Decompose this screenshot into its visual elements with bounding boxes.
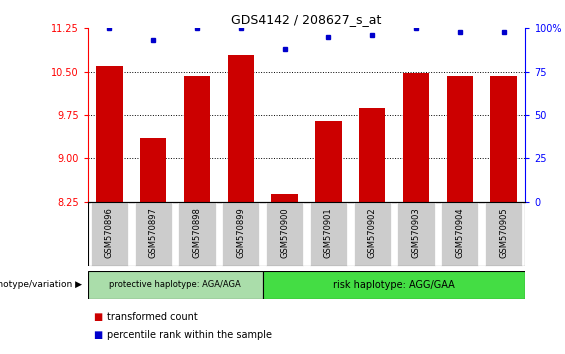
Text: GSM570901: GSM570901 (324, 207, 333, 257)
Bar (354, 202, 391, 266)
Bar (441, 202, 479, 266)
Text: GSM570898: GSM570898 (193, 207, 202, 258)
Bar (447, 76, 473, 202)
Bar (315, 121, 341, 202)
Bar (134, 202, 172, 266)
Bar (485, 202, 522, 266)
Text: GSM570897: GSM570897 (149, 207, 158, 258)
Title: GDS4142 / 208627_s_at: GDS4142 / 208627_s_at (231, 13, 382, 26)
Text: GSM570904: GSM570904 (455, 207, 464, 257)
Bar (266, 202, 303, 266)
Bar (397, 202, 434, 266)
Bar (403, 73, 429, 202)
Bar (91, 202, 128, 266)
Text: GSM570900: GSM570900 (280, 207, 289, 257)
Bar (263, 271, 525, 299)
Text: risk haplotype: AGG/GAA: risk haplotype: AGG/GAA (333, 280, 455, 290)
Bar (272, 194, 298, 202)
Bar (88, 271, 263, 299)
Text: GSM570902: GSM570902 (368, 207, 377, 257)
Text: ■: ■ (93, 312, 102, 322)
Text: protective haplotype: AGA/AGA: protective haplotype: AGA/AGA (109, 280, 241, 290)
Text: GSM570896: GSM570896 (105, 207, 114, 258)
Text: ■: ■ (93, 330, 102, 339)
Text: GSM570903: GSM570903 (411, 207, 420, 258)
Bar (228, 56, 254, 202)
Text: transformed count: transformed count (107, 312, 198, 322)
Bar (490, 76, 516, 202)
Bar (184, 76, 210, 202)
Text: percentile rank within the sample: percentile rank within the sample (107, 330, 272, 339)
Bar (310, 202, 347, 266)
Bar (140, 138, 167, 202)
Text: genotype/variation ▶: genotype/variation ▶ (0, 280, 82, 290)
Bar (359, 108, 385, 202)
Bar (222, 202, 259, 266)
Text: GSM570899: GSM570899 (236, 207, 245, 258)
Bar (179, 202, 216, 266)
Text: GSM570905: GSM570905 (499, 207, 508, 257)
Bar (96, 66, 123, 202)
